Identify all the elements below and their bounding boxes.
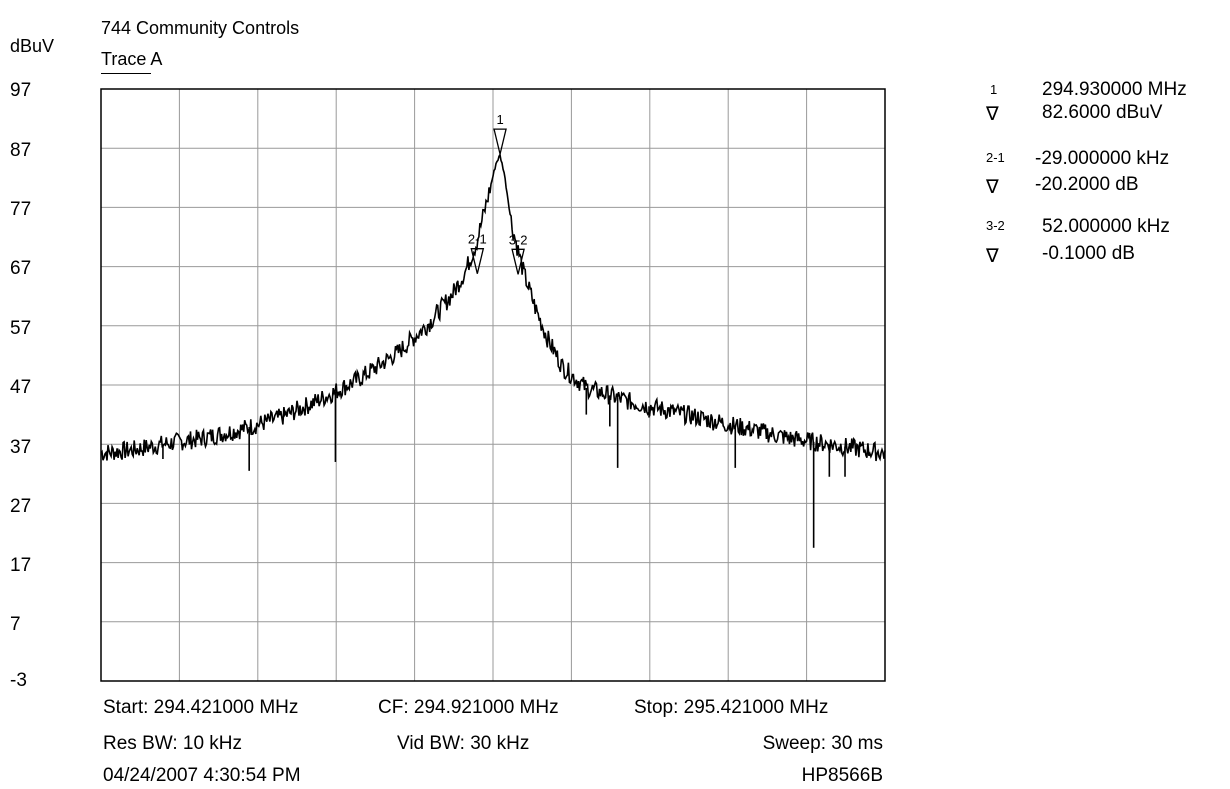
noise-spikes bbox=[162, 387, 846, 548]
marker-2-amplitude: -20.2000 dB bbox=[1035, 174, 1139, 195]
y-tick-label: 77 bbox=[10, 199, 32, 220]
marker-1-amplitude: 82.6000 dBuV bbox=[1042, 102, 1163, 123]
marker-triangle bbox=[511, 248, 525, 275]
y-tick-label: 17 bbox=[10, 555, 32, 576]
marker-2-index: 2-1 bbox=[986, 150, 1005, 165]
y-tick-label: 7 bbox=[10, 614, 21, 635]
trace-a-line bbox=[100, 152, 886, 462]
marker-2-symbol: ∇ bbox=[986, 177, 999, 198]
marker-label: 2-1 bbox=[468, 232, 487, 247]
resolution-bandwidth: Res BW: 10 kHz bbox=[103, 733, 243, 754]
video-bandwidth: Vid BW: 30 kHz bbox=[397, 733, 530, 754]
chart-title: 744 Community Controls bbox=[101, 18, 300, 38]
plot-frame bbox=[100, 88, 886, 682]
marker-1-index: 1 bbox=[990, 82, 998, 97]
y-tick-label: 97 bbox=[10, 80, 32, 101]
marker-3-symbol: ∇ bbox=[986, 246, 999, 267]
y-tick-label: 57 bbox=[10, 318, 32, 339]
marker-label: 1 bbox=[496, 112, 503, 127]
y-unit-label: dBuV bbox=[10, 36, 55, 56]
trace-underline bbox=[101, 73, 151, 74]
marker-1-symbol: ∇ bbox=[986, 104, 999, 125]
timestamp: 04/24/2007 4:30:54 PM bbox=[103, 765, 301, 786]
marker-3-amplitude: -0.1000 dB bbox=[1042, 243, 1135, 264]
sweep-time: Sweep: 30 ms bbox=[762, 733, 883, 754]
trace-label: Trace A bbox=[101, 49, 163, 69]
start-frequency: Start: 294.421000 MHz bbox=[103, 697, 299, 718]
y-tick-label: -3 bbox=[10, 670, 27, 691]
marker-3-frequency: 52.000000 kHz bbox=[1042, 216, 1170, 237]
marker-1-frequency: 294.930000 MHz bbox=[1042, 79, 1187, 100]
y-tick-label: 47 bbox=[10, 377, 32, 398]
stop-frequency: Stop: 295.421000 MHz bbox=[634, 697, 829, 718]
center-frequency: CF: 294.921000 MHz bbox=[378, 697, 559, 718]
marker-label: 3-2 bbox=[509, 232, 528, 247]
marker-2-frequency: -29.000000 kHz bbox=[1035, 148, 1170, 169]
instrument-model: HP8566B bbox=[801, 765, 883, 786]
y-tick-label: 27 bbox=[10, 496, 32, 517]
y-tick-label: 37 bbox=[10, 437, 32, 458]
marker-triangle bbox=[470, 248, 485, 274]
plot-grid bbox=[101, 89, 885, 681]
marker-group: 1 2-1 3-2 bbox=[468, 112, 528, 275]
y-tick-label: 87 bbox=[10, 140, 32, 161]
y-tick-label: 67 bbox=[10, 258, 32, 279]
marker-triangle bbox=[493, 128, 507, 155]
marker-3-index: 3-2 bbox=[986, 218, 1005, 233]
